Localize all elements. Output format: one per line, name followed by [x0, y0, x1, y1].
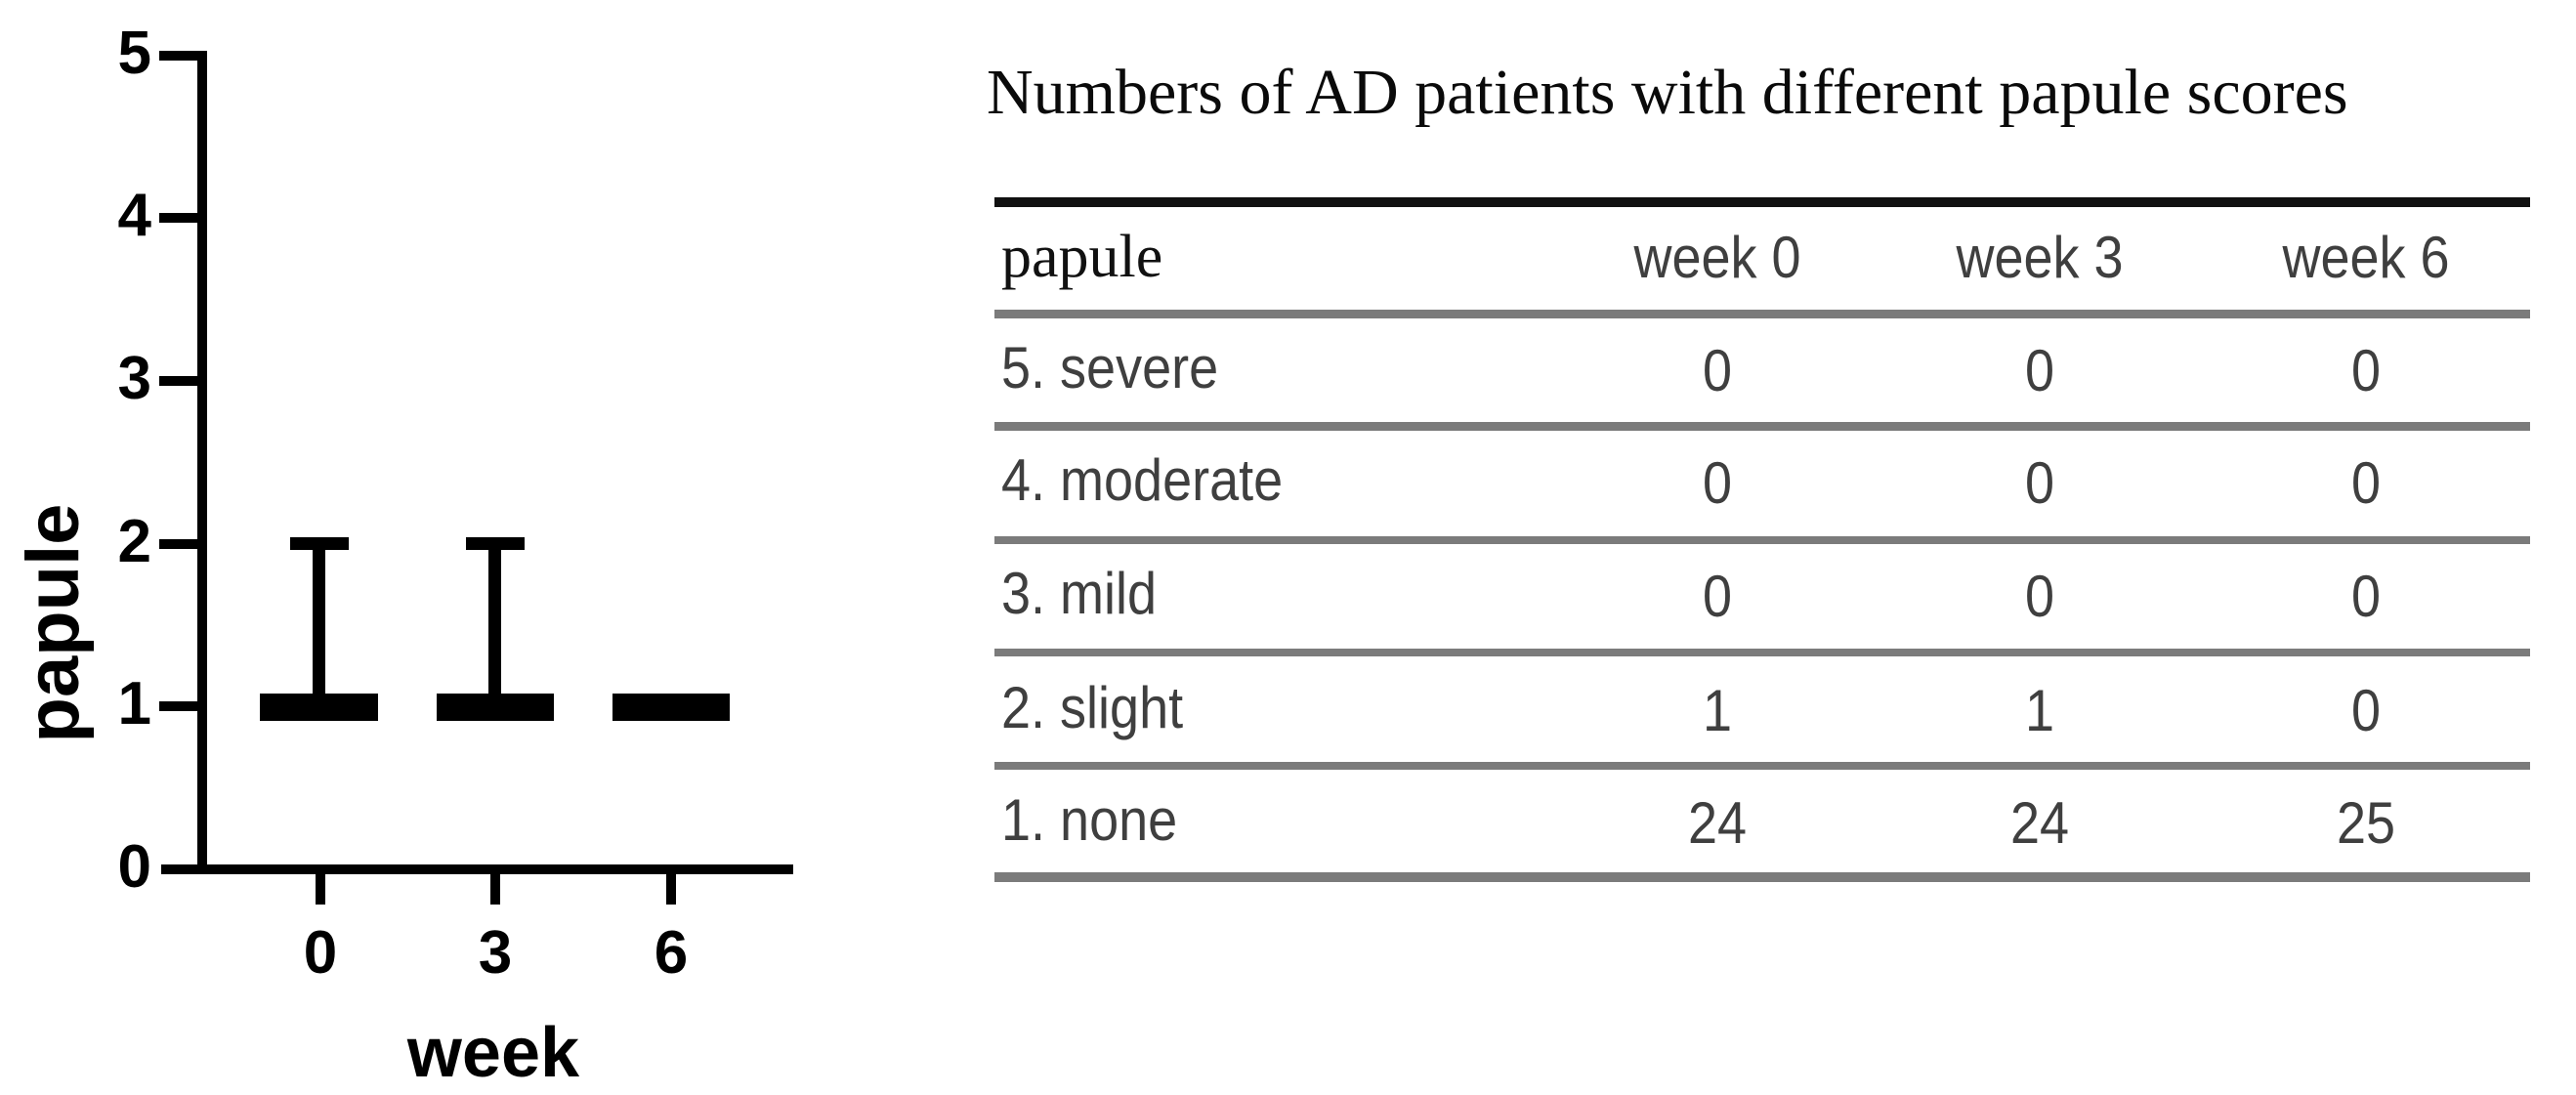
cell-mild-week6: 0	[2259, 568, 2473, 626]
cell-slight-week3-text: 1	[2024, 678, 2055, 743]
row-label-mild: 3. mild	[1001, 561, 1158, 626]
table-rule-4	[994, 762, 2530, 770]
cell-moderate-week0-text: 0	[1702, 450, 1733, 516]
cell-mild-week3: 0	[1932, 568, 2147, 626]
cell-moderate-week3: 0	[1932, 454, 2147, 513]
column-header-week-0: week 0	[1610, 229, 1825, 287]
y-tick-1	[159, 701, 207, 711]
x-tick-label-0: 0	[303, 919, 338, 987]
column-header-week-0-text: week 0	[1633, 225, 1801, 290]
y-tick-label-4: 4	[117, 182, 151, 249]
table-rule-2	[994, 536, 2530, 544]
cell-mild-week3-text: 0	[2024, 564, 2055, 629]
cell-mild-week0: 0	[1610, 568, 1825, 626]
row-label-severe: 5. severe	[1001, 335, 1219, 400]
x-tick-0	[316, 872, 325, 905]
cell-moderate-week6: 0	[2259, 454, 2473, 513]
x-tick-label-6: 6	[654, 919, 689, 987]
table-rule-under-header	[994, 310, 2530, 318]
column-header-papule: papule	[1001, 224, 1163, 290]
y-tick-label-1: 1	[117, 670, 151, 737]
y-tick-label-2: 2	[117, 508, 151, 575]
column-header-week-6: week 6	[2259, 229, 2473, 287]
table-title: Numbers of AD patients with different pa…	[987, 57, 2348, 128]
row-label-none: 1. none	[1001, 787, 1178, 853]
median-bar-week-0	[260, 694, 378, 721]
cell-slight-week0: 1	[1610, 682, 1825, 740]
y-tick-label-5: 5	[117, 20, 151, 87]
cell-none-week3: 24	[1932, 794, 2147, 853]
y-tick-2	[159, 539, 207, 549]
cell-none-week0-text: 24	[1687, 790, 1748, 856]
cell-none-week0: 24	[1610, 794, 1825, 853]
x-axis-title: week	[406, 1014, 580, 1092]
row-label-slight: 2. slight	[1001, 675, 1184, 740]
cell-slight-week3: 1	[1932, 682, 2147, 740]
y-tick-5	[159, 51, 207, 61]
cell-none-week3-text: 24	[2009, 790, 2070, 856]
x-tick-label-3: 3	[478, 919, 513, 987]
column-header-week-3: week 3	[1932, 229, 2147, 287]
y-tick-label-0: 0	[117, 833, 151, 901]
x-axis-line	[161, 864, 793, 874]
papule-chart: 5 4 3 2 1 0 papule 0 3 6 week	[0, 0, 879, 1095]
cell-severe-week3: 0	[1932, 342, 2147, 400]
cell-severe-week6: 0	[2259, 342, 2473, 400]
x-tick-3	[490, 872, 500, 905]
cell-moderate-week0: 0	[1610, 454, 1825, 513]
table-rule-top	[994, 197, 2530, 207]
cell-none-week6: 25	[2259, 794, 2473, 853]
x-tick-6	[666, 872, 676, 905]
y-tick-3	[159, 376, 207, 386]
y-axis-line	[197, 51, 207, 874]
table-rule-3	[994, 649, 2530, 656]
cell-slight-week0-text: 1	[1702, 678, 1733, 743]
median-bar-week-3	[437, 694, 554, 721]
table-rule-bottom	[994, 872, 2530, 882]
y-tick-label-3: 3	[117, 345, 151, 412]
cell-severe-week0-text: 0	[1702, 338, 1733, 403]
column-header-week-6-text: week 6	[2282, 225, 2450, 290]
cell-mild-week0-text: 0	[1702, 564, 1733, 629]
table-rule-1	[994, 422, 2530, 431]
cell-none-week6-text: 25	[2336, 790, 2396, 856]
column-header-week-3-text: week 3	[1956, 225, 2124, 290]
cell-severe-week6-text: 0	[2350, 338, 2382, 403]
cell-slight-week6-text: 0	[2350, 678, 2382, 743]
y-tick-4	[159, 213, 207, 223]
error-bar-stem-week-3	[488, 544, 501, 694]
median-bar-week-6	[612, 694, 730, 721]
error-bar-stem-week-0	[313, 544, 325, 694]
row-label-moderate: 4. moderate	[1001, 447, 1284, 513]
cell-severe-week0: 0	[1610, 342, 1825, 400]
cell-severe-week3-text: 0	[2024, 338, 2055, 403]
cell-mild-week6-text: 0	[2350, 564, 2382, 629]
cell-moderate-week6-text: 0	[2350, 450, 2382, 516]
cell-slight-week6: 0	[2259, 682, 2473, 740]
cell-moderate-week3-text: 0	[2024, 450, 2055, 516]
error-bar-cap-week-0	[290, 537, 349, 550]
error-bar-cap-week-3	[466, 537, 525, 550]
